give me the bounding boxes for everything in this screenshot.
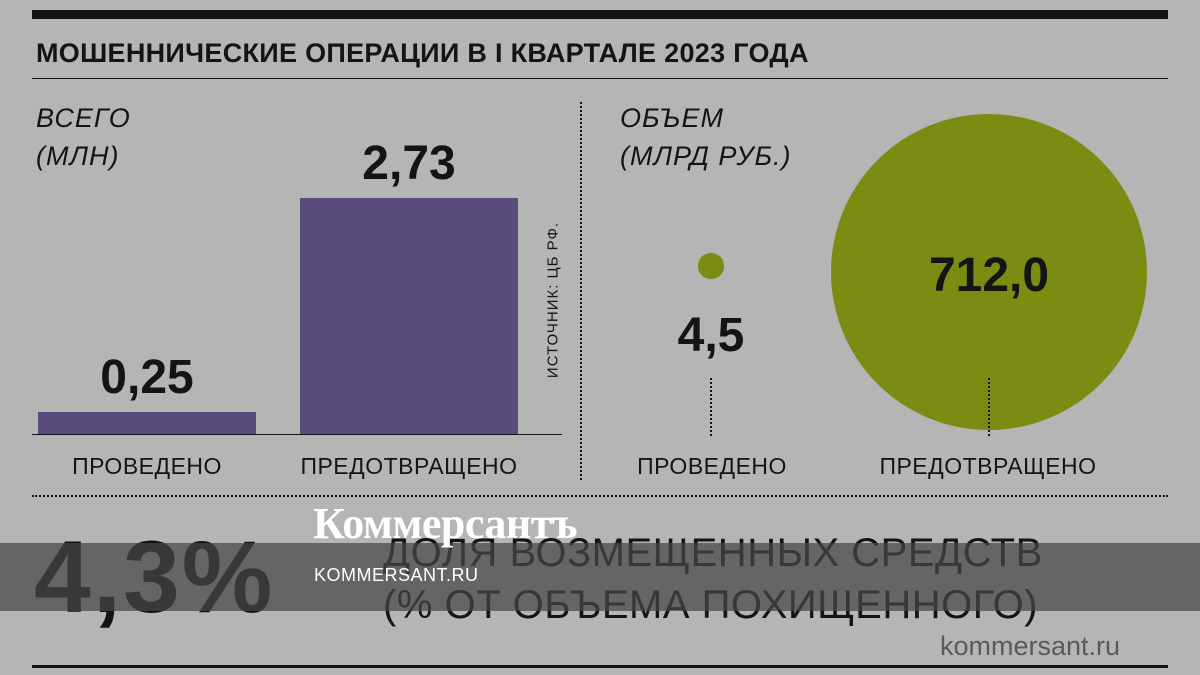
bubble-category-conducted: ПРОВЕДЕНО (637, 453, 787, 479)
bar-value-conducted: 0,25 (100, 351, 194, 405)
watermark-url: KOMMERSANT.RU (314, 565, 479, 585)
source-note: ИСТОЧНИК: ЦБ РФ. (544, 221, 562, 379)
bar-conducted (38, 412, 256, 434)
watermark-logo: Коммерсантъ (313, 499, 578, 548)
total-caption-line1: ВСЕГО (36, 103, 131, 133)
chart-title: МОШЕННИЧЕСКИЕ ОПЕРАЦИИ В I КВАРТАЛЕ 2023… (36, 38, 809, 68)
horizontal-divider (32, 495, 1168, 497)
bars-baseline (32, 434, 562, 435)
bar-value-prevented: 2,73 (362, 137, 456, 190)
title-rule (32, 78, 1168, 79)
bubble-value-conducted: 4,5 (677, 309, 745, 362)
leader-line-conducted (710, 378, 712, 436)
bar-prevented (300, 198, 518, 434)
bubble-prevented (831, 114, 1147, 430)
bubble-category-prevented: ПРЕДОТВРАЩЕНО (879, 453, 1097, 479)
bar-category-prevented: ПРЕДОТВРАЩЕНО (300, 453, 518, 479)
bubble-conducted (698, 253, 724, 279)
footer-site: kommersant.ru (940, 631, 1121, 661)
bubble-value-prevented: 712,0 (928, 249, 1050, 302)
volume-caption-line2: (МЛРД РУБ.) (620, 141, 792, 171)
top-rule (32, 10, 1168, 19)
total-caption-line2: (МЛН) (36, 141, 120, 171)
leader-line-prevented (988, 378, 990, 436)
vertical-divider (580, 102, 582, 480)
bar-category-conducted: ПРОВЕДЕНО (72, 453, 222, 479)
bottom-rule (32, 665, 1168, 668)
watermark-band (0, 543, 1200, 611)
volume-caption-line1: ОБЪЕМ (620, 103, 725, 133)
